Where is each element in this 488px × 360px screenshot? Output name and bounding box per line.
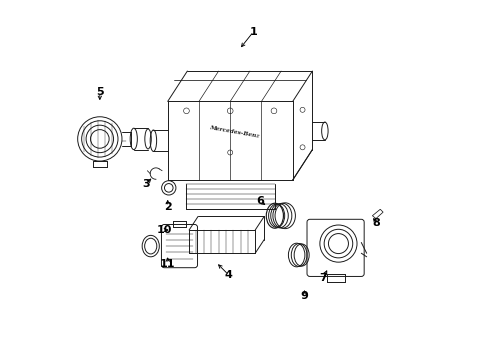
Text: 5: 5 bbox=[96, 87, 103, 98]
Text: 2: 2 bbox=[163, 202, 171, 212]
Text: 9: 9 bbox=[300, 291, 308, 301]
Text: 1: 1 bbox=[249, 27, 257, 37]
Text: 10: 10 bbox=[156, 225, 171, 235]
Text: 6: 6 bbox=[256, 197, 264, 206]
Text: 11: 11 bbox=[160, 259, 175, 269]
Text: 8: 8 bbox=[372, 218, 380, 228]
Text: 4: 4 bbox=[224, 270, 232, 280]
Text: 7: 7 bbox=[319, 273, 326, 283]
Text: 3: 3 bbox=[142, 179, 150, 189]
Text: Mercedes-Benz: Mercedes-Benz bbox=[208, 125, 259, 139]
